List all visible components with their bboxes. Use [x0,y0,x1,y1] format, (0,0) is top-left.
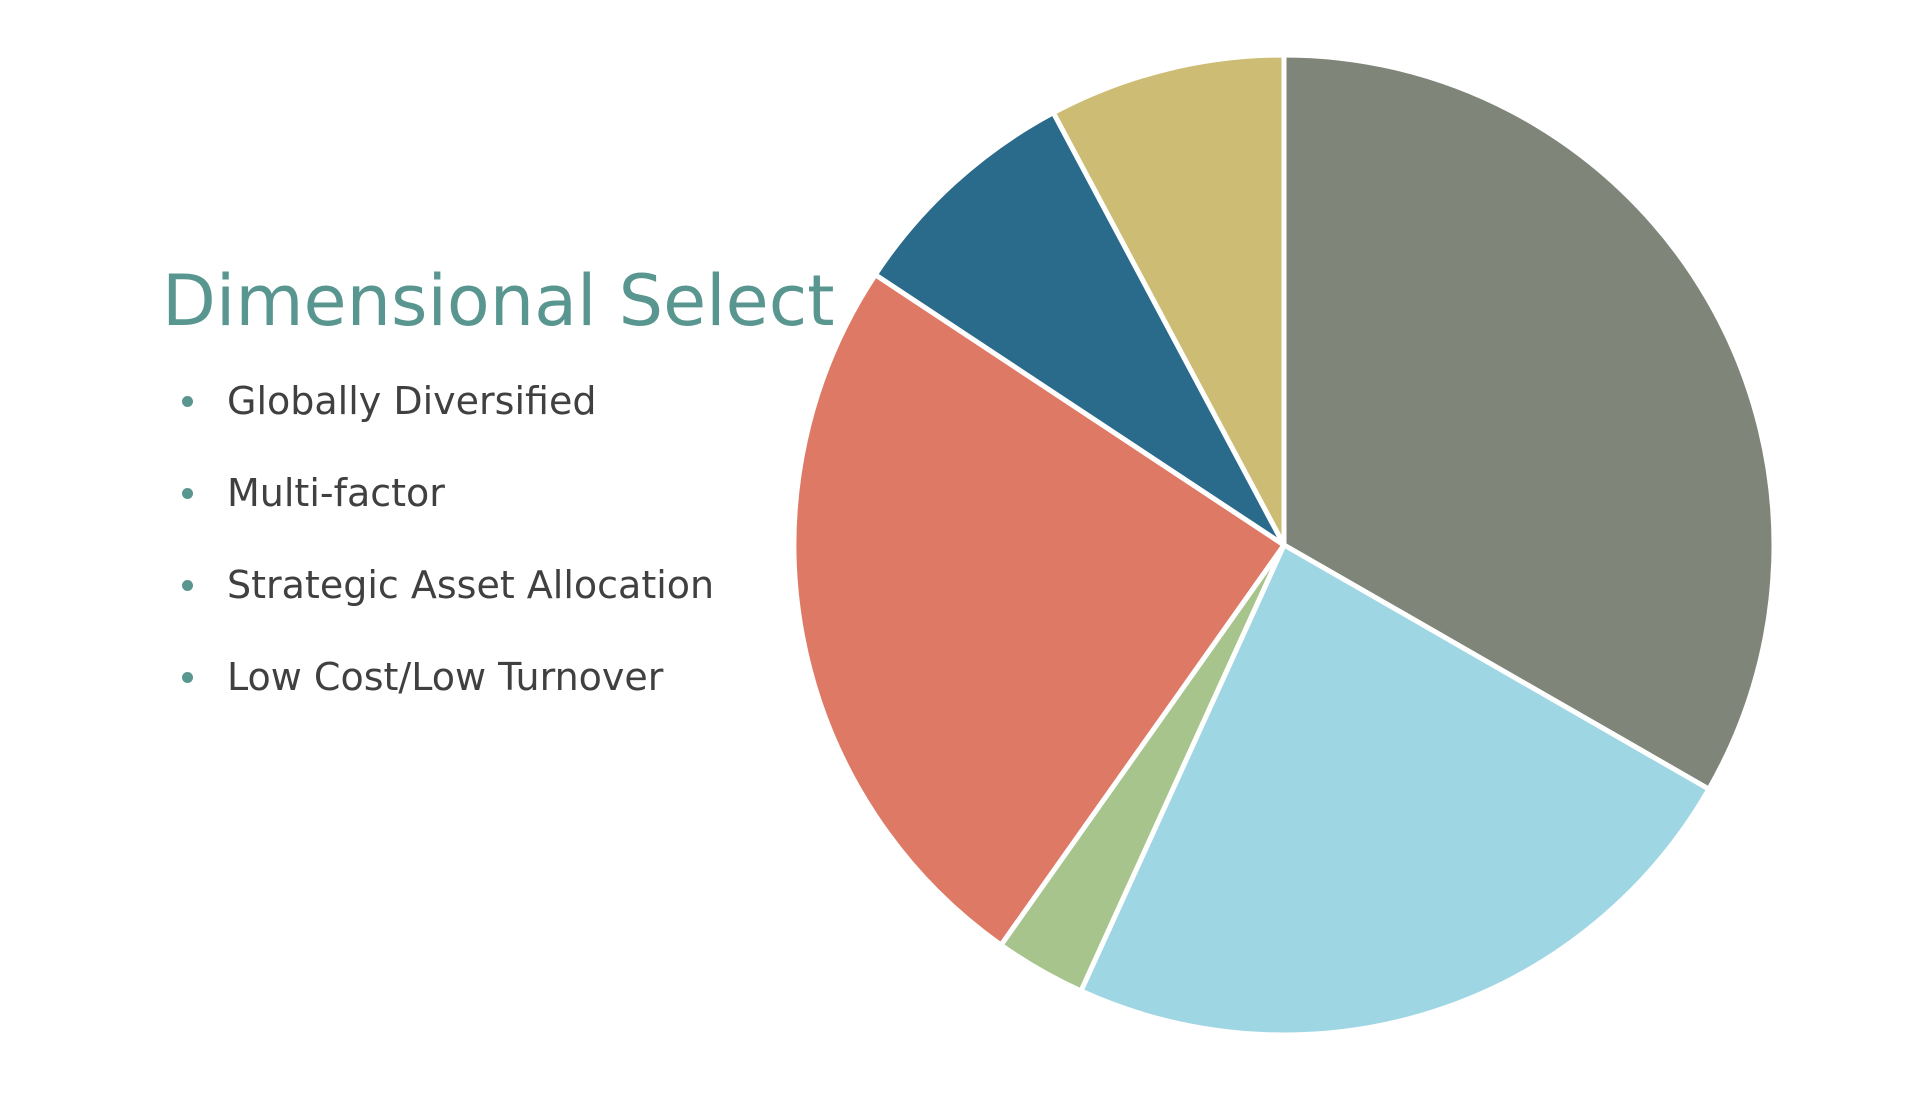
pie-slice-1 [1281,52,1777,792]
bullet-item: Low Cost/Low Turnover [182,648,714,740]
bullet-text: Strategic Asset Allocation [227,563,715,607]
pie-slice-5 [872,110,1287,548]
pie-slice-4 [791,272,1287,948]
bullet-item: Strategic Asset Allocation [182,556,714,648]
bullet-dot-icon [182,396,193,407]
bullet-dot-icon [182,488,193,499]
bullet-dot-icon [182,580,193,591]
bullet-item: Multi-factor [182,464,714,556]
bullet-dot-icon [182,672,193,683]
slide-title: Dimensional Select [162,260,835,342]
bullet-list: Globally Diversified Multi-factor Strate… [182,372,714,740]
bullet-text: Globally Diversified [227,379,597,423]
pie-slice-6 [1050,52,1287,548]
bullet-item: Globally Diversified [182,372,714,464]
bullet-text: Low Cost/Low Turnover [227,655,664,699]
pie-slice-2 [1078,542,1712,1038]
bullet-text: Multi-factor [227,471,445,515]
